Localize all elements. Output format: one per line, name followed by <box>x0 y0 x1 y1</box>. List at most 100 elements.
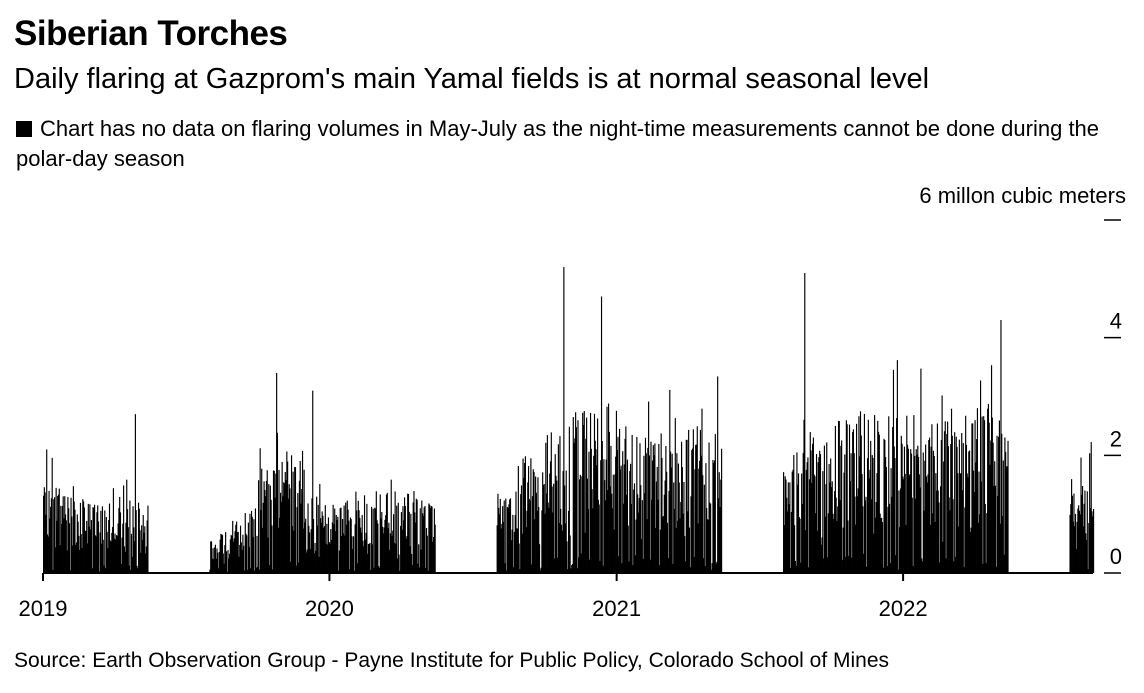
flare-bar <box>926 482 928 573</box>
flare-bar <box>505 498 507 573</box>
flare-bar <box>658 443 660 573</box>
flare-bar <box>909 474 911 573</box>
flare-bar <box>350 519 352 573</box>
flare-bar <box>46 534 49 573</box>
flare-bar <box>852 429 855 573</box>
flare-bar <box>389 549 391 573</box>
flare-bar <box>371 506 373 573</box>
flare-bar <box>570 568 572 573</box>
flare-bar <box>837 506 839 573</box>
flare-bar <box>800 562 802 573</box>
flare-bar <box>869 469 871 573</box>
flare-bar <box>132 506 134 573</box>
flare-bar <box>665 446 667 573</box>
flare-bar <box>661 458 663 573</box>
flare-bar <box>276 432 279 573</box>
flare-bar <box>375 491 377 573</box>
flare-bar <box>68 508 70 573</box>
flare-bar <box>498 514 501 573</box>
flare-bar <box>692 429 694 573</box>
flare-bar <box>634 555 636 573</box>
flare-bar <box>1072 521 1074 573</box>
flare-bar <box>798 517 800 573</box>
flare-bar <box>807 457 809 573</box>
flare-bar <box>89 504 91 573</box>
flare-bar <box>341 518 344 573</box>
flare-bar <box>891 496 893 573</box>
flare-bar <box>542 484 545 573</box>
flare-bar <box>502 521 505 573</box>
flare-bar <box>502 506 504 573</box>
flare-bar <box>819 450 821 573</box>
flare-bar <box>509 499 511 573</box>
flare-bar <box>616 449 618 573</box>
flare-bar <box>841 440 843 573</box>
flare-bar <box>339 508 341 573</box>
flare-bar <box>1075 548 1077 573</box>
flare-bar <box>886 565 888 573</box>
flare-bar <box>610 445 612 573</box>
flare-bar <box>961 433 963 573</box>
flare-bar <box>923 510 925 573</box>
flare-bar <box>808 479 811 573</box>
flare-bar <box>681 467 683 573</box>
flare-bar <box>553 558 556 573</box>
flare-bar <box>410 513 412 573</box>
flare-bar <box>972 423 974 573</box>
flare-bar <box>895 555 897 573</box>
flare-bar <box>315 550 317 573</box>
flare-bar <box>1088 522 1090 573</box>
flare-bar <box>280 501 282 573</box>
flare-bar <box>405 538 407 573</box>
flare-bar <box>363 546 365 573</box>
flare-bar <box>564 523 567 573</box>
flare-bar <box>648 455 650 573</box>
flare-bar <box>289 488 291 573</box>
flare-bar <box>338 570 340 573</box>
flare-bar <box>46 449 48 573</box>
flare-bar <box>947 446 949 573</box>
flare-bar <box>950 444 952 573</box>
flare-bar <box>50 506 52 573</box>
flare-bar <box>523 477 525 573</box>
flare-bar <box>912 566 914 573</box>
flare-bar <box>966 473 968 573</box>
flare-bar <box>265 496 267 573</box>
flare-bar <box>126 509 129 573</box>
flare-bar <box>671 453 673 573</box>
flare-bar <box>880 518 882 573</box>
flare-bar <box>572 417 574 573</box>
flare-bar <box>69 570 71 573</box>
flare-bar <box>497 493 499 573</box>
flare-bar <box>356 563 359 573</box>
flare-bar <box>67 497 69 573</box>
flare-bar <box>877 431 880 573</box>
flare-bar <box>80 534 82 573</box>
flare-bar <box>651 499 653 573</box>
flare-bar <box>403 497 406 573</box>
flare-bar <box>519 569 521 573</box>
flare-bar <box>246 535 248 573</box>
flare-bar <box>986 513 988 573</box>
flare-bar <box>640 539 643 573</box>
flare-bar <box>810 450 812 573</box>
flare-bar <box>105 568 107 573</box>
flare-bar <box>1071 495 1073 573</box>
flare-bar <box>120 564 122 573</box>
flare-bar <box>249 513 251 573</box>
flare-bar <box>222 553 224 573</box>
flare-bar <box>882 567 884 573</box>
flare-bar <box>601 441 603 573</box>
flare-bar <box>344 535 346 573</box>
flare-bar <box>663 494 665 573</box>
flare-bar <box>830 487 833 573</box>
flare-bar <box>214 547 216 573</box>
flare-bar <box>662 516 664 573</box>
flare-bar <box>1001 433 1003 573</box>
x-tick-label: 2021 <box>592 596 641 621</box>
flare-bar <box>321 511 323 573</box>
flare-bar <box>690 496 692 573</box>
flare-bar <box>639 443 641 573</box>
flare-bar <box>295 565 297 573</box>
flare-bar <box>103 565 105 573</box>
